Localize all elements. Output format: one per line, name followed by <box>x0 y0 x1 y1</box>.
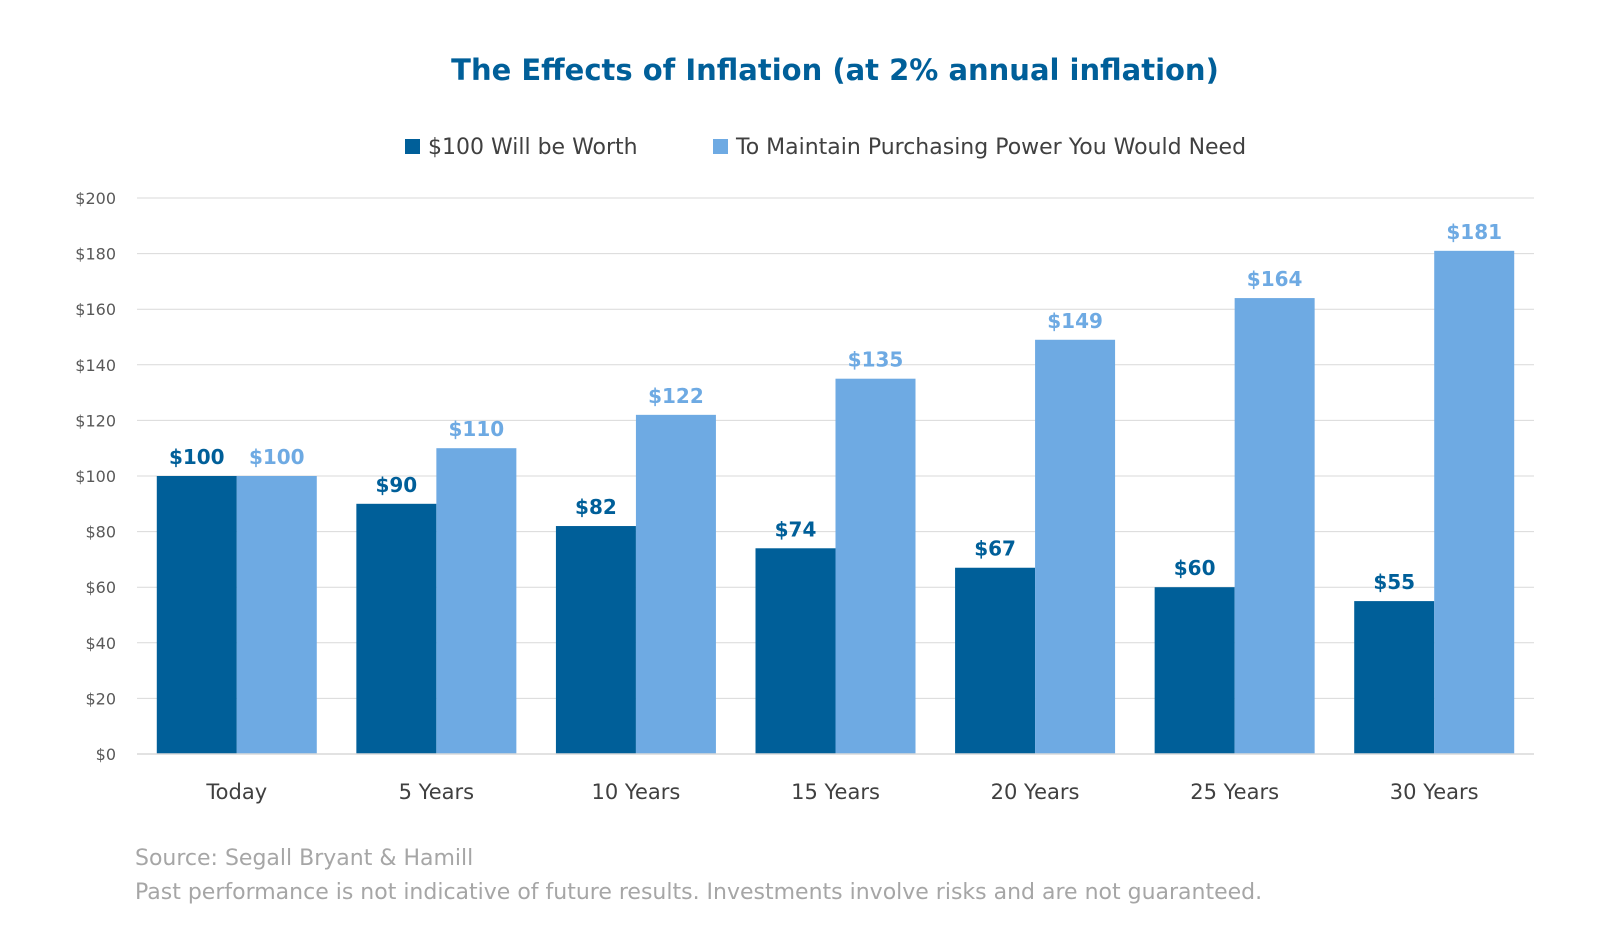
bar-worth-4 <box>955 567 1036 754</box>
disclaimer-note: Past performance is not indicative of fu… <box>135 880 1262 905</box>
data-label-worth-1: $90 <box>375 473 417 497</box>
data-label-worth-3: $74 <box>775 517 817 541</box>
legend-swatch <box>405 139 420 154</box>
x-tick-label: Today <box>205 780 267 804</box>
data-label-need-4: $149 <box>1047 309 1103 333</box>
data-label-worth-6: $55 <box>1373 570 1415 594</box>
y-tick-label: $200 <box>75 189 116 208</box>
y-tick-label: $40 <box>85 634 116 653</box>
legend-swatch <box>713 139 728 154</box>
chart-title: The Effects of Inflation (at 2% annual i… <box>451 53 1219 87</box>
x-tick-label: 5 Years <box>399 780 474 804</box>
bar-need-0 <box>236 476 317 754</box>
bar-worth-1 <box>356 503 437 754</box>
y-tick-label: $80 <box>85 523 116 542</box>
data-label-worth-5: $60 <box>1174 556 1216 580</box>
y-tick-label: $180 <box>75 245 116 264</box>
legend: $100 Will be Worth To Maintain Purchasing… <box>405 135 1246 160</box>
source-note: Source: Segall Bryant & Hamill <box>135 846 473 871</box>
y-axis: $0 $20 $40 $60 $80 $100 $120 $140 $160 $180 $200 <box>75 189 116 764</box>
bars <box>156 250 1515 754</box>
data-labels: $100 $100 $90 $110 $82 $122 $74 $135 $67 $149 $60 $… <box>169 220 1502 594</box>
bar-need-2 <box>635 414 716 754</box>
x-axis: Today 5 Years 10 Years 15 Years 20 Years 25 Y… <box>137 753 1534 804</box>
data-label-worth-2: $82 <box>575 495 617 519</box>
data-label-worth-0: $100 <box>169 445 225 469</box>
data-label-need-3: $135 <box>848 348 904 372</box>
x-tick-label: 25 Years <box>1190 780 1279 804</box>
bar-worth-6 <box>1354 601 1435 754</box>
x-tick-label: 10 Years <box>592 780 681 804</box>
data-label-need-2: $122 <box>648 384 704 408</box>
data-label-need-6: $181 <box>1446 220 1502 244</box>
bar-worth-5 <box>1154 587 1235 754</box>
bar-need-5 <box>1234 298 1315 754</box>
y-tick-label: $100 <box>75 467 116 486</box>
y-tick-label: $20 <box>85 689 116 708</box>
data-label-need-0: $100 <box>249 445 305 469</box>
y-tick-label: $0 <box>96 745 116 764</box>
x-tick-label: 20 Years <box>991 780 1080 804</box>
data-label-worth-4: $67 <box>974 537 1016 561</box>
y-tick-label: $120 <box>75 411 116 430</box>
legend-label: $100 Will be Worth <box>428 135 638 160</box>
bar-need-4 <box>1035 339 1116 754</box>
legend-label: To Maintain Purchasing Power You Would N… <box>735 135 1246 160</box>
x-tick-label: 30 Years <box>1390 780 1479 804</box>
bar-worth-3 <box>755 548 836 754</box>
bar-need-6 <box>1434 250 1515 754</box>
data-label-need-5: $164 <box>1247 267 1303 291</box>
data-label-need-1: $110 <box>449 417 505 441</box>
bar-need-3 <box>835 378 916 754</box>
y-tick-label: $60 <box>85 578 116 597</box>
y-tick-label: $160 <box>75 300 116 319</box>
bar-worth-0 <box>156 476 237 754</box>
bar-worth-2 <box>555 526 636 754</box>
bar-need-1 <box>436 448 517 754</box>
x-tick-label: 15 Years <box>791 780 880 804</box>
y-tick-label: $140 <box>75 356 116 375</box>
